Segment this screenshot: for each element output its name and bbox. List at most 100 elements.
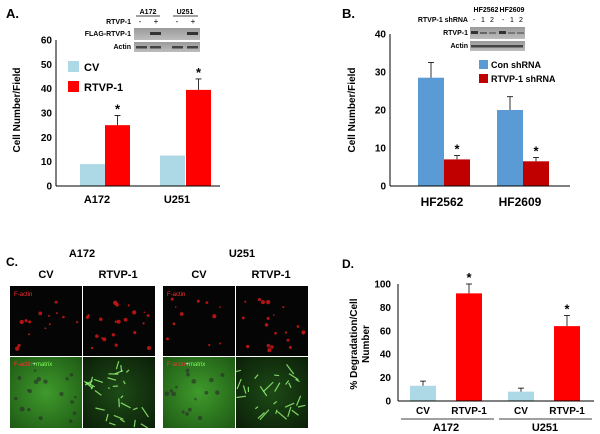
texture-dot <box>204 390 209 395</box>
panel-a-legend: CV RTVP-1 <box>68 61 123 94</box>
panel-b-blot: HF2562 HF2609 RTVP-1 shRNA - 1 2 - 1 2 R… <box>418 7 525 51</box>
texture-strand <box>133 419 136 428</box>
texture-strand <box>105 413 109 422</box>
texture-strand <box>287 406 292 417</box>
x-tick-label: CV <box>416 406 430 417</box>
texture-dot <box>62 315 65 319</box>
panel-c-micrographs <box>10 286 308 429</box>
significance-asterisk: * <box>454 142 460 157</box>
blot-a-sign: - <box>176 17 179 26</box>
texture-dot <box>70 400 74 404</box>
blot-a-band <box>187 32 198 35</box>
texture-dot <box>115 302 119 307</box>
blot-a-header-u251: U251 <box>177 9 194 16</box>
texture-dot <box>65 377 69 381</box>
blot-b-band <box>480 32 487 34</box>
y-tick-label: 10 <box>375 144 387 155</box>
texture-strand <box>236 395 247 399</box>
texture-dot <box>24 319 28 323</box>
bar <box>160 155 185 186</box>
panel-c-col-label: RTVP-1 <box>251 269 290 281</box>
blot-a-band <box>150 32 161 35</box>
y-tick-label: 0 <box>380 182 386 193</box>
y-tick-label: 0 <box>385 397 391 408</box>
panel-a-ylabel: Cell Number/Field <box>12 67 23 152</box>
texture-strand <box>276 410 288 420</box>
texture-dot <box>133 330 137 335</box>
legend-swatch <box>68 81 79 92</box>
texture-dot <box>99 317 103 322</box>
texture-strand <box>235 369 242 373</box>
texture-dot <box>43 379 48 384</box>
blot-a-sign: + <box>191 17 196 26</box>
texture-dot <box>28 320 32 324</box>
legend-label: RTVP-1 shRNA <box>491 74 556 84</box>
texture-dot <box>14 396 18 401</box>
y-tick-label: 30 <box>375 68 387 79</box>
texture-dot <box>185 412 189 416</box>
texture-dot <box>212 314 217 319</box>
panel-d-yaxis: 0 20 40 60 80 100 <box>374 280 391 408</box>
blot-b-band <box>508 32 515 34</box>
stain-label-merge: F-actin+matrix <box>167 362 205 368</box>
x-tick-label: CV <box>514 406 528 417</box>
texture-strand <box>259 409 270 421</box>
texture-strand <box>140 423 149 429</box>
texture-dot <box>205 301 209 305</box>
blot-b-row-label: RTVP-1 <box>443 30 468 37</box>
group-label: A172 <box>433 422 459 434</box>
texture-dot <box>288 345 292 349</box>
texture-dot <box>296 325 300 328</box>
bar <box>554 326 580 401</box>
texture-dot <box>15 346 20 351</box>
texture-dot <box>19 406 25 412</box>
significance-asterisk: * <box>564 302 570 317</box>
texture-dot <box>181 410 185 414</box>
micrograph-texture <box>10 286 308 429</box>
panel-a-label: A. <box>6 6 19 21</box>
micrograph-u251-cv-factin <box>163 286 235 356</box>
blot-b-band <box>517 32 524 34</box>
texture-strand <box>273 401 278 405</box>
blot-b-band <box>471 31 478 34</box>
texture-strand <box>291 409 299 416</box>
significance-asterisk: * <box>466 270 472 285</box>
x-tick-label: RTVP-1 <box>549 406 585 417</box>
bar <box>186 89 211 186</box>
blot-b-band <box>499 31 506 34</box>
texture-dot <box>17 343 21 348</box>
texture-strand <box>94 389 102 396</box>
texture-dot <box>28 333 31 336</box>
panel-c-col-label: RTVP-1 <box>98 269 137 281</box>
texture-dot <box>44 327 47 330</box>
x-tick-label: RTVP-1 <box>451 406 487 417</box>
panel-c-group-a172: A172 <box>69 248 95 260</box>
texture-dot <box>75 320 79 324</box>
texture-strand <box>274 382 281 392</box>
stain-label-merge: F-actin+matrix <box>14 362 52 368</box>
blot-b-header: HF2562 <box>474 7 499 14</box>
texture-dot <box>72 411 77 415</box>
texture-dot <box>175 385 178 389</box>
texture-dot <box>55 312 59 315</box>
blot-a-row-label-top: RTVP-1 <box>106 19 131 26</box>
panel-c-col-label: CV <box>191 269 207 281</box>
panel-d-ylabel-line1: % Degradation/Cell <box>349 298 360 389</box>
x-tick-label: A172 <box>84 194 110 206</box>
blot-a-sign: + <box>154 17 159 26</box>
panel-b-chart: * * <box>418 62 549 186</box>
x-tick-label: HF2562 <box>421 195 464 209</box>
panel-a-chart: ** <box>80 65 211 186</box>
texture-strand <box>83 380 94 389</box>
texture-dot <box>179 312 184 316</box>
legend-swatch <box>68 61 79 72</box>
texture-strand <box>115 361 120 370</box>
bar <box>497 110 523 186</box>
texture-dot <box>102 337 107 342</box>
texture-dot <box>142 322 145 325</box>
legend-label: RTVP-1 <box>84 82 123 94</box>
texture-dot <box>27 389 30 392</box>
panel-b-label: B. <box>342 6 355 21</box>
blot-b-sign: - <box>502 17 505 24</box>
